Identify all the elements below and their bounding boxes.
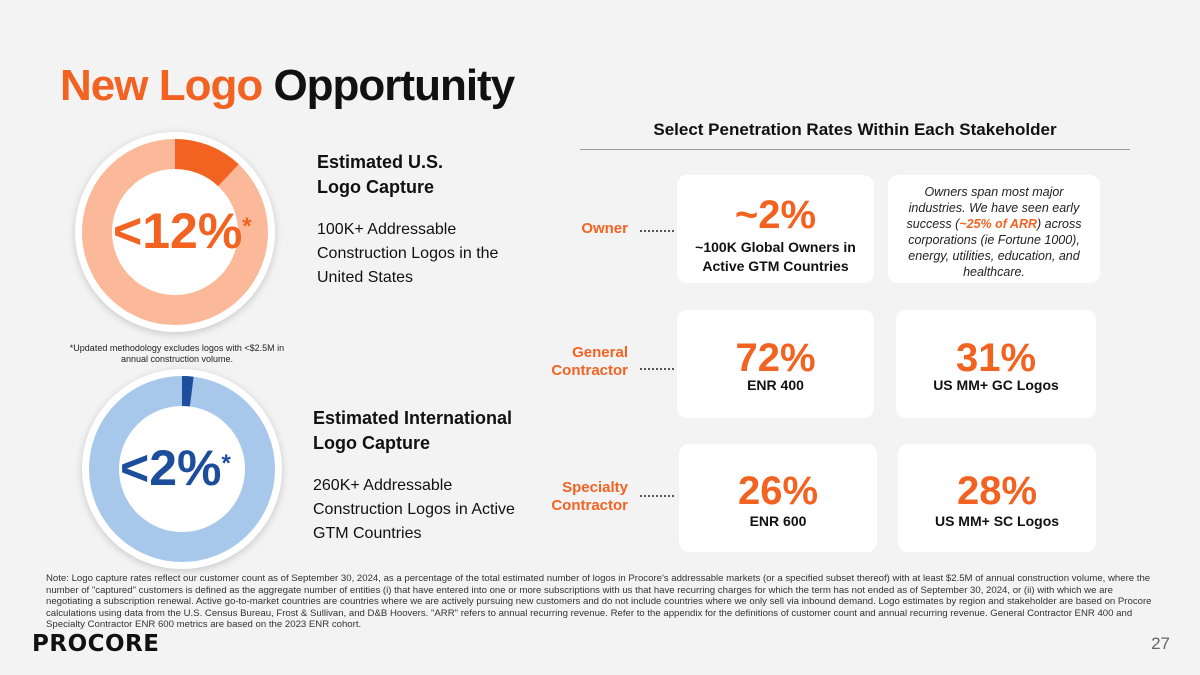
gc-label-line2: Contractor xyxy=(551,362,628,379)
sc-mm-card: 28% US MM+ SC Logos xyxy=(898,444,1096,552)
gc-connector xyxy=(640,368,674,370)
gc-mm-label: US MM+ GC Logos xyxy=(933,377,1059,393)
us-capture-donut xyxy=(75,132,275,332)
section-header: Select Penetration Rates Within Each Sta… xyxy=(653,120,1057,139)
us-capture-footnote: *Updated methodology excludes logos with… xyxy=(69,343,285,364)
gc-mm-card: 31% US MM+ GC Logos xyxy=(896,310,1096,418)
owner-description: Owners span most major industries. We ha… xyxy=(896,184,1092,280)
gc-mm-value: 31% xyxy=(955,336,1037,380)
gc-label: General Contractor xyxy=(520,344,628,380)
gc-enr-label: ENR 400 xyxy=(747,377,804,393)
sc-label-line1: Specialty xyxy=(562,479,628,496)
intl-capture-percent: <2%* xyxy=(120,440,231,496)
owner-description-card: Owners span most major industries. We ha… xyxy=(888,175,1100,283)
sc-enr-label: ENR 600 xyxy=(749,513,807,529)
sc-mm-value: 28% xyxy=(956,469,1038,513)
title-highlight: New Logo xyxy=(60,61,263,110)
owner-stat-card: ~2% ~100K Global Owners in Active GTM Co… xyxy=(677,175,874,283)
page-number: 27 xyxy=(1151,634,1170,653)
us-donut-share xyxy=(82,139,268,325)
owner-connector xyxy=(640,230,674,232)
gc-enr-value: 72% xyxy=(735,336,816,380)
page-title: New Logo Opportunity xyxy=(60,60,515,112)
sc-connector xyxy=(640,495,674,497)
us-percent-value: <12% xyxy=(113,203,243,259)
owner-label: Owner xyxy=(581,220,628,237)
us-capture-description: 100K+ Addressable Construction Logos in … xyxy=(317,221,499,286)
us-title-line2: Logo Capture xyxy=(317,177,434,197)
owner-desc-pre: Owners span most major industries. We ha… xyxy=(906,185,1080,231)
gc-enr-card: 72% ENR 400 xyxy=(677,310,874,418)
intl-capture-donut xyxy=(82,369,282,569)
owner-desc-arr: ~25% of ARR xyxy=(959,217,1038,231)
us-title-line1: Estimated U.S. xyxy=(317,152,444,172)
intl-capture-description: 260K+ Addressable Construction Logos in … xyxy=(313,477,515,542)
owner-stat-label: ~100K Global Owners in Active GTM Countr… xyxy=(695,239,856,274)
sc-label: Specialty Contractor xyxy=(520,479,628,515)
us-capture-percent: <12%* xyxy=(113,203,252,259)
gc-label-line1: General xyxy=(572,344,628,361)
sc-enr-card: 26% ENR 600 xyxy=(679,444,877,552)
section-divider xyxy=(580,149,1130,150)
intl-asterisk: * xyxy=(221,450,231,477)
sc-enr-value: 26% xyxy=(737,469,819,513)
us-capture-title: Estimated U.S. Logo Capture xyxy=(317,150,443,200)
intl-percent-value: <2% xyxy=(120,440,222,496)
sc-label-line2: Contractor xyxy=(551,497,628,514)
procore-logo: PROCORE xyxy=(32,631,160,657)
methodology-note: Note: Logo capture rates reflect our cus… xyxy=(46,573,1152,631)
intl-title-line1: Estimated International xyxy=(313,408,513,428)
sc-mm-label: US MM+ SC Logos xyxy=(934,513,1060,529)
us-asterisk: * xyxy=(242,213,252,240)
intl-capture-title: Estimated International Logo Capture xyxy=(313,406,512,456)
intl-title-line2: Logo Capture xyxy=(313,433,430,453)
intl-donut-share xyxy=(89,376,275,562)
owner-stat-value: ~2% xyxy=(734,193,817,237)
owner-desc-post: ) across corporations (ie Fortune 1000),… xyxy=(908,217,1082,279)
title-rest: Opportunity xyxy=(273,61,515,110)
